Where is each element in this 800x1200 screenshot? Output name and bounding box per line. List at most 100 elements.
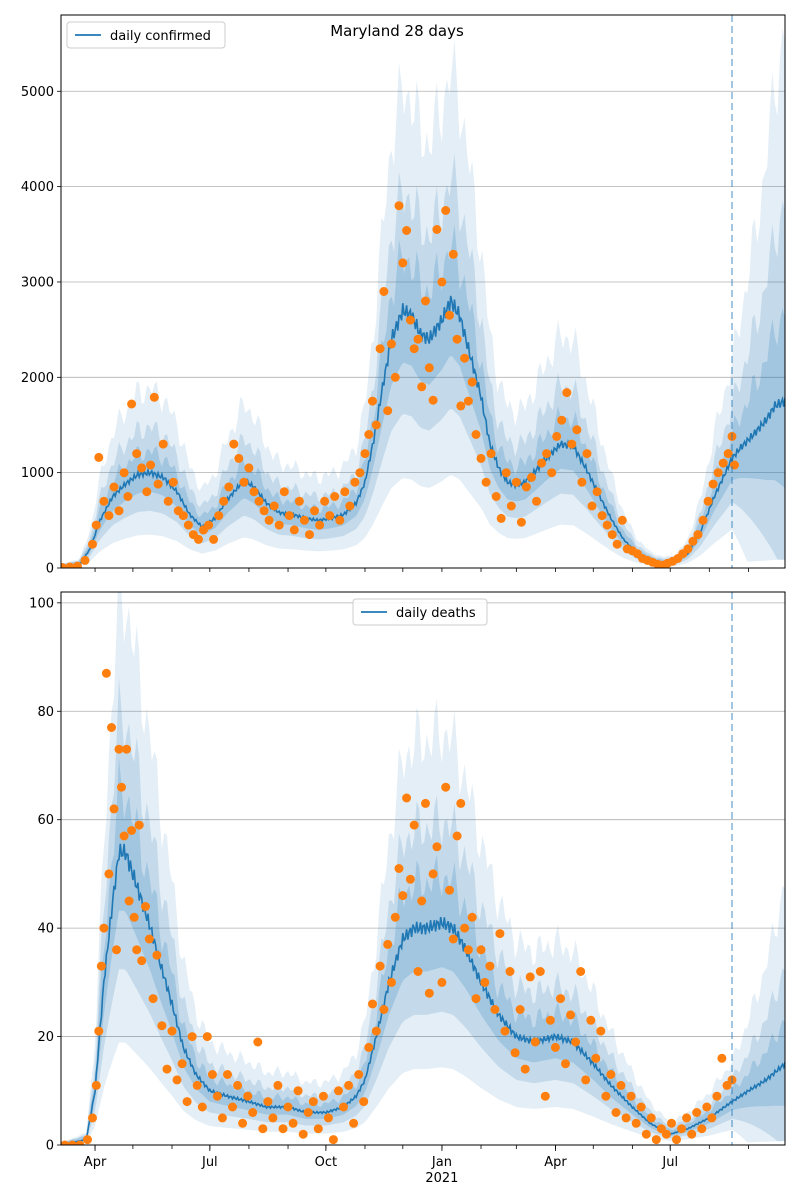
- data-point: [91, 520, 101, 530]
- data-point: [718, 458, 728, 468]
- data-point: [547, 468, 557, 478]
- data-point: [149, 392, 159, 402]
- data-point: [364, 430, 374, 439]
- data-point: [239, 477, 249, 487]
- data-point: [463, 396, 473, 406]
- data-point: [698, 515, 708, 525]
- data-point: [520, 1064, 530, 1074]
- data-point: [197, 1102, 207, 1112]
- data-point: [223, 1070, 232, 1079]
- data-point: [390, 372, 400, 382]
- uncertainty-band: [61, 592, 785, 1145]
- data-point: [61, 1140, 70, 1145]
- data-point: [253, 1037, 263, 1047]
- data-point: [545, 1015, 555, 1025]
- data-point: [349, 1118, 359, 1128]
- data-point: [525, 972, 535, 982]
- data-point: [224, 482, 234, 492]
- data-point: [402, 226, 412, 235]
- data-point: [99, 496, 109, 506]
- data-point: [192, 1080, 202, 1090]
- data-point: [360, 449, 370, 459]
- data-point: [368, 999, 377, 1009]
- data-point: [134, 820, 144, 830]
- data-point: [516, 517, 526, 527]
- data-point: [354, 1070, 364, 1079]
- data-point: [371, 420, 381, 430]
- data-point: [424, 988, 434, 998]
- data-point: [402, 793, 412, 803]
- data-point: [315, 520, 325, 530]
- x-tick-label: Jan: [431, 1155, 452, 1170]
- data-point: [556, 994, 565, 1004]
- data-point: [537, 458, 547, 468]
- data-point: [91, 1080, 101, 1090]
- data-point: [178, 511, 188, 521]
- data-point: [254, 496, 264, 506]
- data-point: [323, 1113, 333, 1123]
- data-point: [299, 515, 309, 525]
- data-point: [481, 477, 491, 487]
- data-point: [330, 492, 340, 501]
- data-point: [445, 885, 454, 895]
- data-point: [496, 513, 506, 523]
- data-point: [335, 515, 345, 525]
- data-point: [421, 798, 430, 808]
- data-point: [202, 1032, 212, 1042]
- data-point: [238, 1118, 248, 1128]
- data-point: [463, 945, 473, 955]
- confirmed-chart: 0 1000 2000 3000 4000 5000 daily confirmed: [21, 14, 786, 577]
- data-point: [631, 1118, 641, 1128]
- data-point: [379, 1005, 389, 1014]
- data-point: [345, 501, 355, 511]
- data-point: [142, 487, 152, 497]
- data-point: [284, 511, 294, 521]
- data-point: [532, 496, 541, 506]
- data-point: [708, 479, 718, 489]
- data-point: [350, 477, 360, 487]
- data-point: [550, 1042, 560, 1052]
- data-point: [527, 472, 536, 482]
- data-point: [476, 945, 486, 955]
- data-point: [467, 377, 477, 387]
- data-point: [144, 934, 154, 944]
- data-point: [293, 1086, 303, 1096]
- data-point: [571, 1037, 581, 1047]
- data-point: [334, 1086, 343, 1096]
- data-point: [212, 1091, 222, 1101]
- legend: daily confirmed: [66, 21, 226, 49]
- data-point: [394, 201, 404, 211]
- data-point: [602, 520, 612, 530]
- data-point: [582, 449, 592, 459]
- x-tick-label: Apr: [544, 1155, 567, 1170]
- data-point: [303, 1108, 313, 1117]
- data-point: [80, 555, 90, 565]
- data-point: [428, 395, 438, 405]
- data-point: [107, 723, 116, 732]
- data-point: [67, 1140, 77, 1145]
- data-point: [96, 961, 106, 971]
- data-point: [263, 1097, 273, 1107]
- axes-frame: [60, 14, 786, 569]
- data-point: [65, 562, 75, 568]
- data-point: [269, 501, 279, 511]
- data-point: [707, 1113, 717, 1123]
- data-point: [566, 1010, 576, 1020]
- data-point: [611, 1108, 621, 1117]
- legend-label: daily confirmed: [110, 29, 211, 44]
- data-point: [72, 561, 82, 568]
- data-point: [114, 744, 124, 754]
- uncertainty-band: [61, 23, 785, 568]
- data-point: [375, 344, 385, 354]
- data-point: [596, 1026, 606, 1036]
- data-point: [505, 967, 515, 976]
- uncertainty-band: [61, 676, 785, 1145]
- data-point: [500, 1026, 510, 1036]
- data-point: [441, 782, 451, 792]
- data-point: [112, 945, 121, 955]
- data-point: [273, 1080, 283, 1090]
- data-point: [405, 874, 415, 884]
- legend-label: daily deaths: [396, 606, 476, 621]
- data-point: [452, 831, 462, 841]
- data-point: [687, 1129, 697, 1139]
